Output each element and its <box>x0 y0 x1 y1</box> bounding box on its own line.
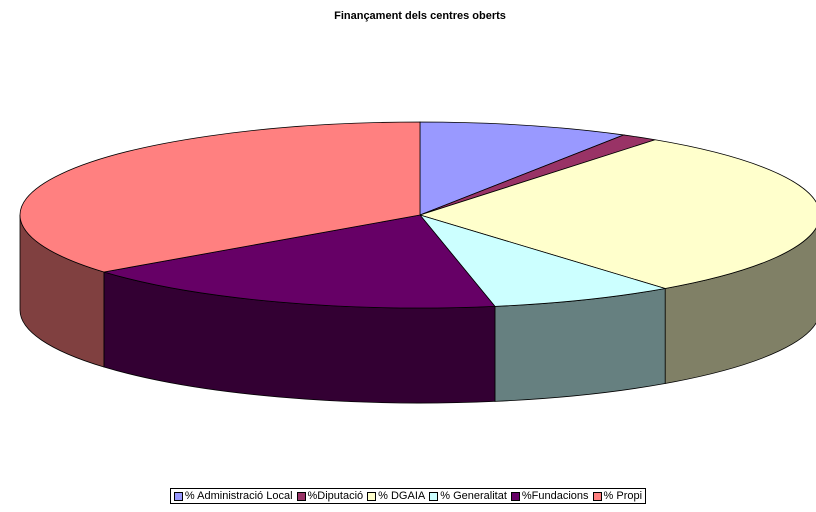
slice <box>419 121 626 216</box>
legend-swatch <box>173 491 183 501</box>
legend-swatch <box>429 491 439 501</box>
legend: % Administració Local %Diputació % DGAIA % … <box>0 488 816 504</box>
legend-label: %Fundacions <box>521 490 589 502</box>
legend-swatch <box>592 491 602 501</box>
legend-label: %Diputació <box>307 490 364 502</box>
slice <box>19 121 421 273</box>
legend-swatch <box>296 491 306 501</box>
slice <box>103 214 496 309</box>
legend-swatch <box>367 491 377 501</box>
slice <box>418 214 666 307</box>
legend-swatch <box>510 491 520 501</box>
legend-item: %Fundacions <box>510 490 589 502</box>
legend-label: % Propi <box>603 490 643 502</box>
legend-item: % Administració Local <box>173 490 293 502</box>
chart-title: Finançament dels centres oberts <box>334 10 506 22</box>
legend-label: % Administració Local <box>184 490 293 502</box>
legend-label: % DGAIA <box>378 490 426 502</box>
legend-item: % DGAIA <box>367 490 425 502</box>
legend-item: %Diputació <box>296 490 364 502</box>
legend-box: % Administració Local %Diputació % DGAIA % … <box>169 488 647 504</box>
legend-item: % Propi <box>592 490 643 502</box>
pie <box>19 121 816 404</box>
legend-label: % Generalitat <box>440 490 507 502</box>
legend-item: % Generalitat <box>429 490 507 502</box>
slice <box>418 139 816 289</box>
